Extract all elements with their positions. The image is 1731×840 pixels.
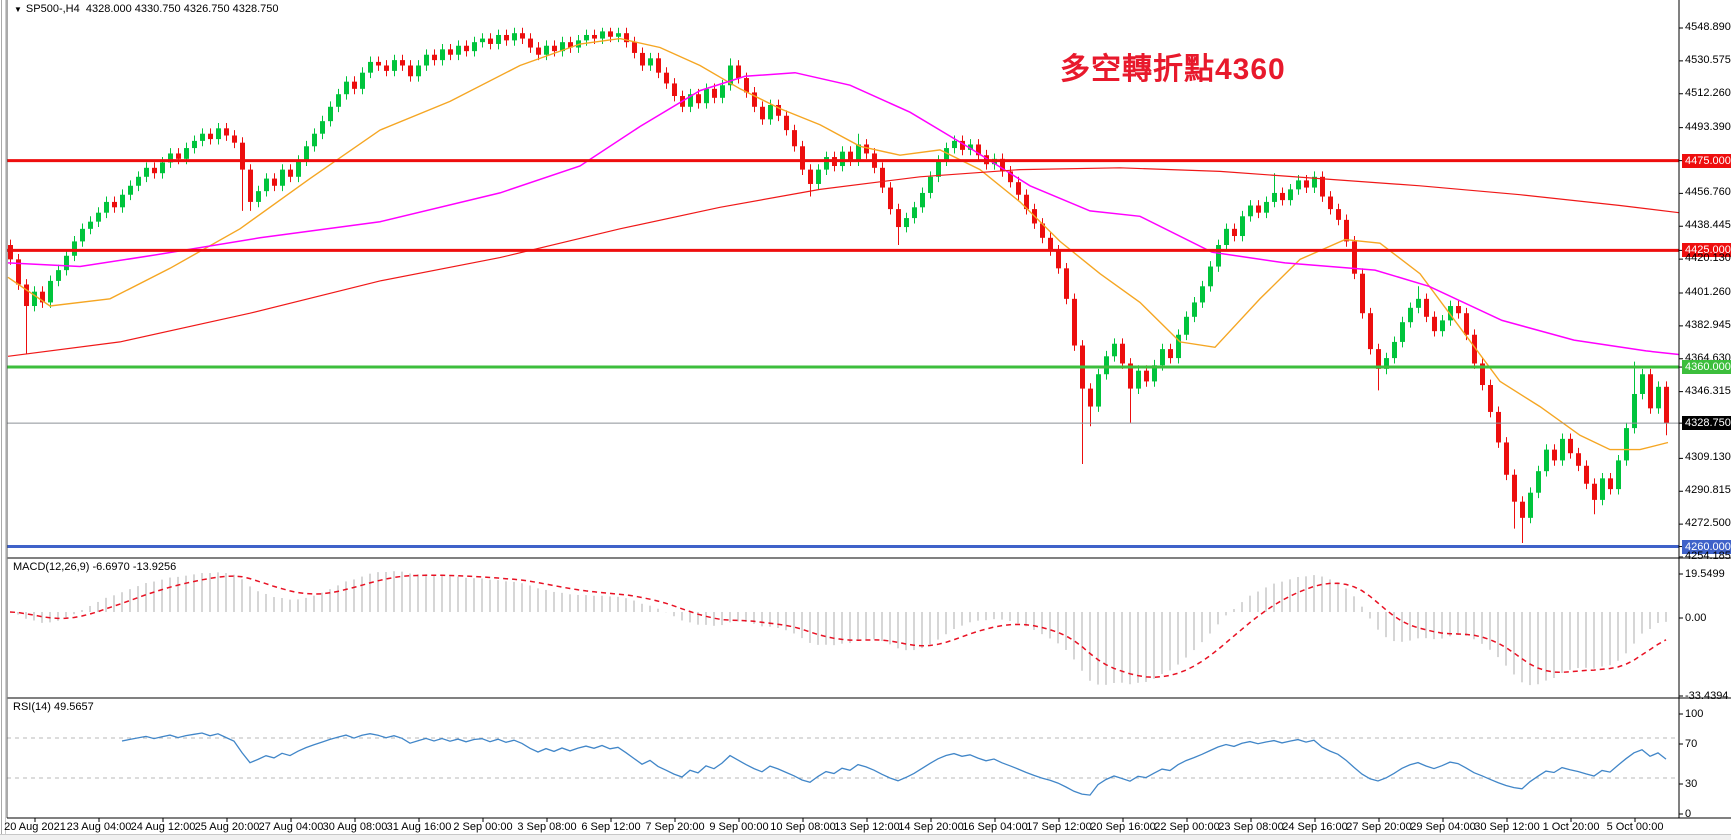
time-axis-label: 20 Aug 2021 bbox=[4, 821, 66, 833]
indicator-axis-label: 100 bbox=[1685, 708, 1704, 720]
symbol-ohlc-header: ▼ SP500-,H4 4328.000 4330.750 4326.750 43… bbox=[14, 3, 279, 15]
price-axis-label: 4290.815 bbox=[1685, 484, 1731, 497]
time-axis-label: 10 Sep 08:00 bbox=[770, 821, 836, 833]
time-axis-label: 7 Sep 20:00 bbox=[645, 821, 705, 833]
price-axis-label: 4401.260 bbox=[1685, 285, 1731, 298]
time-axis-label: 31 Aug 16:00 bbox=[386, 821, 452, 833]
time-axis-label: 27 Sep 20:00 bbox=[1346, 821, 1412, 833]
status-strip bbox=[0, 834, 1731, 840]
time-axis-label: 14 Sep 20:00 bbox=[898, 821, 964, 833]
price-axis-label: 4456.760 bbox=[1685, 186, 1731, 199]
price-axis-badge: 4328.750 bbox=[1682, 416, 1731, 431]
time-axis-label: 30 Sep 12:00 bbox=[1474, 821, 1540, 833]
time-axis-label: 30 Aug 08:00 bbox=[322, 821, 388, 833]
price-axis-badge: 4360.000 bbox=[1682, 360, 1731, 375]
price-axis-label: 4254.185 bbox=[1685, 550, 1731, 562]
time-axis-label: 24 Aug 12:00 bbox=[130, 821, 196, 833]
macd-indicator-label: MACD(12,26,9) -6.6970 -13.9256 bbox=[13, 561, 177, 573]
price-axis-badge: 4425.000 bbox=[1682, 243, 1731, 258]
time-axis-label: 1 Oct 20:00 bbox=[1542, 821, 1600, 833]
time-axis-label: 22 Sep 00:00 bbox=[1154, 821, 1220, 833]
price-axis-label: 4272.500 bbox=[1685, 517, 1731, 530]
indicator-axis-label: 0 bbox=[1685, 808, 1692, 820]
indicator-axis-label: -33.4394 bbox=[1685, 690, 1729, 702]
time-axis-label: 6 Sep 12:00 bbox=[581, 821, 641, 833]
time-axis-label: 17 Sep 12:00 bbox=[1026, 821, 1092, 833]
pivot-annotation: 多空轉折點4360 bbox=[1060, 53, 1286, 86]
price-axis-label: 4382.945 bbox=[1685, 318, 1731, 331]
time-axis-label: 23 Sep 08:00 bbox=[1218, 821, 1284, 833]
price-axis-badge: 4260.000 bbox=[1682, 539, 1731, 554]
price-axis-label: 4512.260 bbox=[1685, 86, 1731, 99]
time-axis-label: 13 Sep 12:00 bbox=[834, 821, 900, 833]
time-axis-label: 25 Aug 20:00 bbox=[194, 821, 260, 833]
time-axis-label: 27 Aug 04:00 bbox=[258, 821, 324, 833]
price-axis-badge: 4475.000 bbox=[1682, 153, 1731, 168]
price-axis-label: 4346.315 bbox=[1685, 384, 1731, 397]
time-axis-label: 3 Sep 08:00 bbox=[517, 821, 577, 833]
price-axis-label: 4493.390 bbox=[1685, 120, 1731, 133]
time-axis-label: 16 Sep 04:00 bbox=[962, 821, 1028, 833]
indicator-axis-label: 19.5499 bbox=[1685, 568, 1725, 580]
indicator-axis-label: 0.00 bbox=[1685, 612, 1707, 624]
time-axis-label: 5 Oct 00:00 bbox=[1606, 821, 1664, 833]
ohlc-text: SP500-,H4 4328.000 4330.750 4326.750 432… bbox=[25, 3, 279, 15]
time-axis-label: 29 Sep 04:00 bbox=[1410, 821, 1476, 833]
indicator-axis-label: 70 bbox=[1685, 738, 1698, 750]
indicator-axis-label: 30 bbox=[1685, 778, 1698, 790]
price-axis-label: 4309.130 bbox=[1685, 451, 1731, 464]
time-axis-label: 9 Sep 00:00 bbox=[709, 821, 769, 833]
collapse-arrow-icon[interactable]: ▼ bbox=[14, 5, 22, 14]
price-axis-label: 4530.575 bbox=[1685, 53, 1731, 66]
time-axis-label: 23 Aug 04:00 bbox=[66, 821, 132, 833]
price-axis-label: 4420.130 bbox=[1685, 252, 1731, 265]
time-axis-label: 20 Sep 16:00 bbox=[1090, 821, 1156, 833]
price-axis-label: 4438.445 bbox=[1685, 219, 1731, 232]
time-axis-label: 2 Sep 00:00 bbox=[453, 821, 513, 833]
rsi-indicator-label: RSI(14) 49.5657 bbox=[13, 701, 94, 713]
price-axis-label: 4548.890 bbox=[1685, 21, 1731, 33]
time-axis-label: 24 Sep 16:00 bbox=[1282, 821, 1348, 833]
